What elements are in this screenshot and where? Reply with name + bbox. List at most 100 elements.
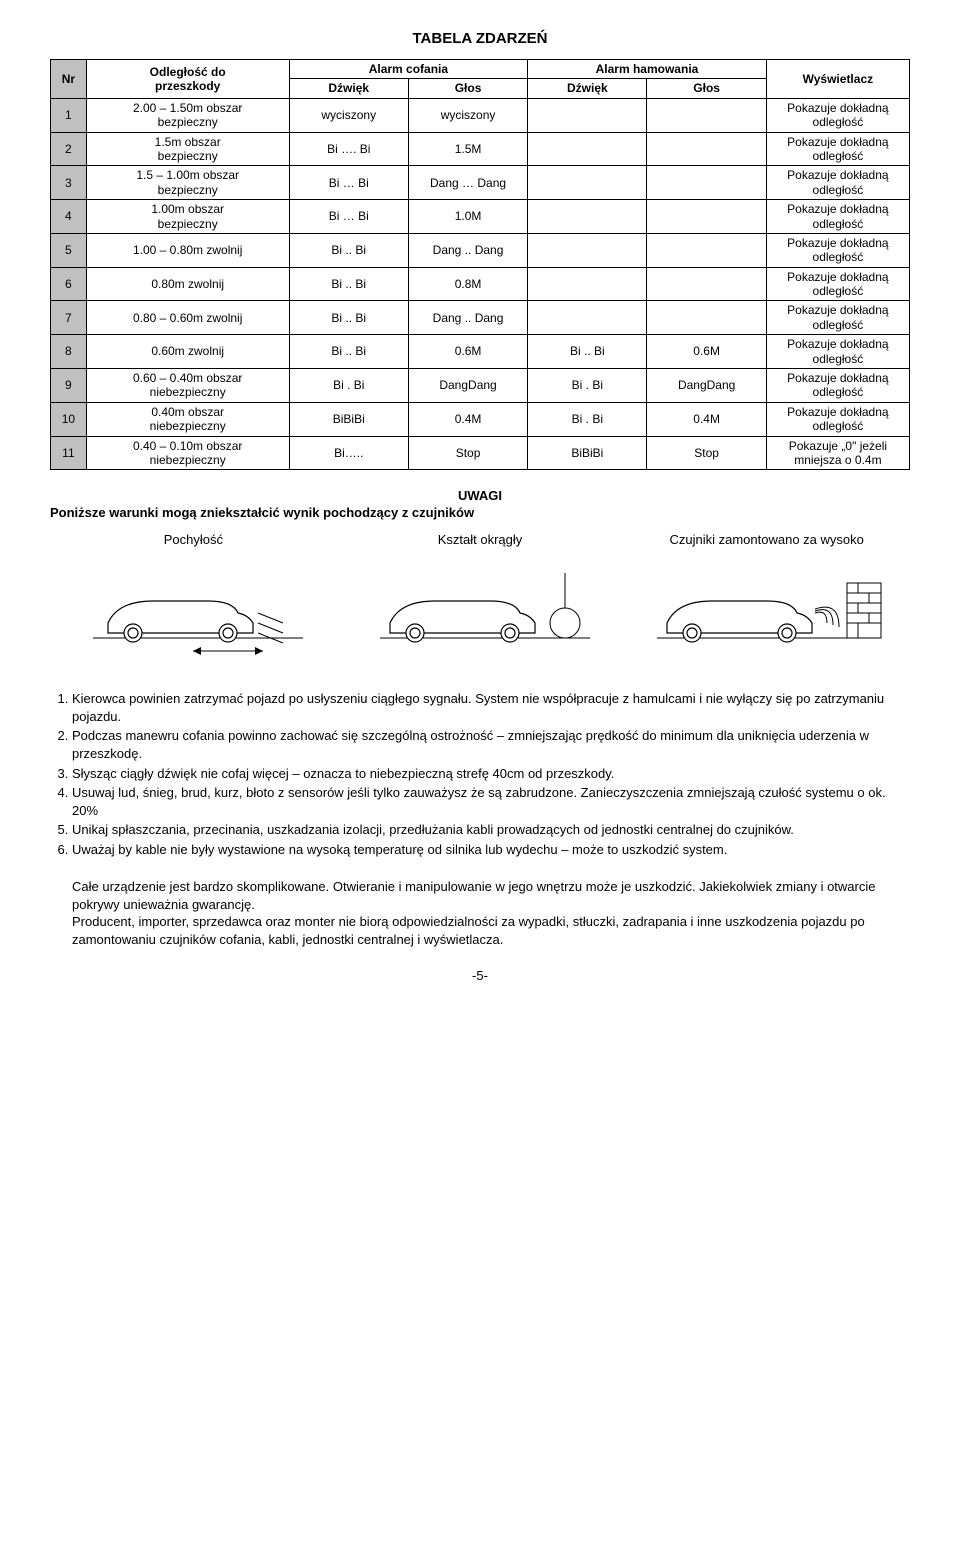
uwagi-subheading: Poniższe warunki mogą zniekształcić wyni… [50,505,910,520]
cell-range: 0.40m obszarniebezpieczny [86,402,289,436]
cell-disp: Pokazuje dokładną odległość [766,267,909,301]
cell-brake-sound [528,233,647,267]
table-row: 60.80m zwolnijBi .. Bi0.8MPokazuje dokła… [51,267,910,301]
cell-range: 0.80m zwolnij [86,267,289,301]
cell-rev-voice: wyciszony [408,98,527,132]
th-rev-voice: Głos [408,79,527,98]
cell-rev-sound: Bi….. [289,436,408,470]
th-nr: Nr [51,60,87,99]
uwagi-heading: UWAGI [50,488,910,503]
cell-disp: Pokazuje dokładną odległość [766,166,909,200]
cell-brake-sound [528,132,647,166]
th-rev-sound: Dźwięk [289,79,408,98]
table-row: 100.40m obszarniebezpiecznyBiBiBi0.4MBi … [51,402,910,436]
th-brake-sound: Dźwięk [528,79,647,98]
conditions-row: Pochyłość Kształt okrągły [50,532,910,666]
cell-rev-voice: Dang .. Dang [408,301,527,335]
cell-rev-sound: Bi … Bi [289,166,408,200]
cell-rev-voice: Dang … Dang [408,166,527,200]
cell-disp: Pokazuje dokładną odległość [766,335,909,369]
cell-range: 1.00 – 0.80m zwolnij [86,233,289,267]
cell-nr: 11 [51,436,87,470]
cell-nr: 2 [51,132,87,166]
th-brake-voice: Głos [647,79,766,98]
th-range: Odległość doprzeszkody [86,60,289,99]
cell-brake-voice [647,301,766,335]
cell-nr: 5 [51,233,87,267]
cell-disp: Pokazuje dokładną odległość [766,200,909,234]
table-row: 12.00 – 1.50m obszarbezpiecznywyciszonyw… [51,98,910,132]
table-row: 90.60 – 0.40m obszarniebezpiecznyBi . Bi… [51,369,910,403]
th-alarm-rev: Alarm cofania [289,60,528,79]
cell-rev-sound: Bi .. Bi [289,335,408,369]
cell-rev-sound: Bi … Bi [289,200,408,234]
cell-brake-voice: DangDang [647,369,766,403]
cell-disp: Pokazuje dokładną odległość [766,369,909,403]
cell-rev-voice: Stop [408,436,527,470]
table-row: 110.40 – 0.10m obszarniebezpiecznyBi…..S… [51,436,910,470]
cell-brake-voice [647,98,766,132]
cell-rev-voice: 1.5M [408,132,527,166]
note-item: Kierowca powinien zatrzymać pojazd po us… [72,690,910,725]
cell-brake-voice [647,166,766,200]
th-alarm-brake: Alarm hamowania [528,60,767,79]
cell-brake-sound: Bi . Bi [528,402,647,436]
cell-range: 0.80 – 0.60m zwolnij [86,301,289,335]
note-item: Unikaj spłaszczania, przecinania, uszkad… [72,821,910,839]
cell-brake-voice [647,233,766,267]
cell-disp: Pokazuje dokładną odległość [766,132,909,166]
cell-range: 0.60 – 0.40m obszarniebezpieczny [86,369,289,403]
cell-rev-voice: 1.0M [408,200,527,234]
cell-range: 1.5 – 1.00m obszarbezpieczny [86,166,289,200]
note-item: Usuwaj lud, śnieg, brud, kurz, błoto z s… [72,784,910,819]
cell-disp: Pokazuje dokładną odległość [766,402,909,436]
cell-nr: 3 [51,166,87,200]
cell-brake-voice [647,200,766,234]
note-item: Uważaj by kable nie były wystawione na w… [72,841,910,859]
note-tail: Całe urządzenie jest bardzo skomplikowan… [50,878,910,913]
notes-list: Kierowca powinien zatrzymać pojazd po us… [50,690,910,858]
table-row: 51.00 – 0.80m zwolnijBi .. BiDang .. Dan… [51,233,910,267]
cell-brake-voice: Stop [647,436,766,470]
cell-nr: 4 [51,200,87,234]
cell-nr: 8 [51,335,87,369]
cell-brake-sound [528,267,647,301]
cell-rev-voice: Dang .. Dang [408,233,527,267]
cond-caption-1: Pochyłość [50,532,337,547]
event-table: Nr Odległość doprzeszkody Alarm cofania … [50,59,910,470]
note-item: Podczas manewru cofania powinno zachować… [72,727,910,762]
page-number: -5- [50,968,910,983]
note-tail: Producent, importer, sprzedawca oraz mon… [50,913,910,948]
cell-disp: Pokazuje dokładną odległość [766,233,909,267]
cell-rev-voice: 0.8M [408,267,527,301]
cond-illustration-slope [73,553,313,663]
cell-range: 1.5m obszarbezpieczny [86,132,289,166]
cond-caption-2: Kształt okrągły [337,532,624,547]
cond-illustration-high [647,553,887,663]
cell-brake-sound [528,166,647,200]
cell-brake-voice [647,132,766,166]
table-row: 70.80 – 0.60m zwolnijBi .. BiDang .. Dan… [51,301,910,335]
cell-rev-sound: wyciszony [289,98,408,132]
cell-brake-voice [647,267,766,301]
cell-disp: Pokazuje dokładną odległość [766,301,909,335]
cell-disp: Pokazuje dokładną odległość [766,98,909,132]
cell-brake-voice: 0.6M [647,335,766,369]
cell-nr: 7 [51,301,87,335]
cell-rev-sound: Bi .. Bi [289,301,408,335]
cell-brake-sound [528,200,647,234]
cell-range: 2.00 – 1.50m obszarbezpieczny [86,98,289,132]
cell-rev-sound: Bi . Bi [289,369,408,403]
cell-range: 0.40 – 0.10m obszarniebezpieczny [86,436,289,470]
cell-rev-sound: Bi .. Bi [289,233,408,267]
cell-nr: 9 [51,369,87,403]
note-item: Słysząc ciągły dźwięk nie cofaj więcej –… [72,765,910,783]
cell-rev-sound: BiBiBi [289,402,408,436]
cell-nr: 10 [51,402,87,436]
table-row: 80.60m zwolnijBi .. Bi0.6MBi .. Bi0.6MPo… [51,335,910,369]
table-row: 21.5m obszarbezpiecznyBi …. Bi1.5MPokazu… [51,132,910,166]
cond-illustration-round [360,553,600,663]
cell-rev-voice: 0.4M [408,402,527,436]
cell-brake-sound: Bi .. Bi [528,335,647,369]
cell-rev-sound: Bi .. Bi [289,267,408,301]
